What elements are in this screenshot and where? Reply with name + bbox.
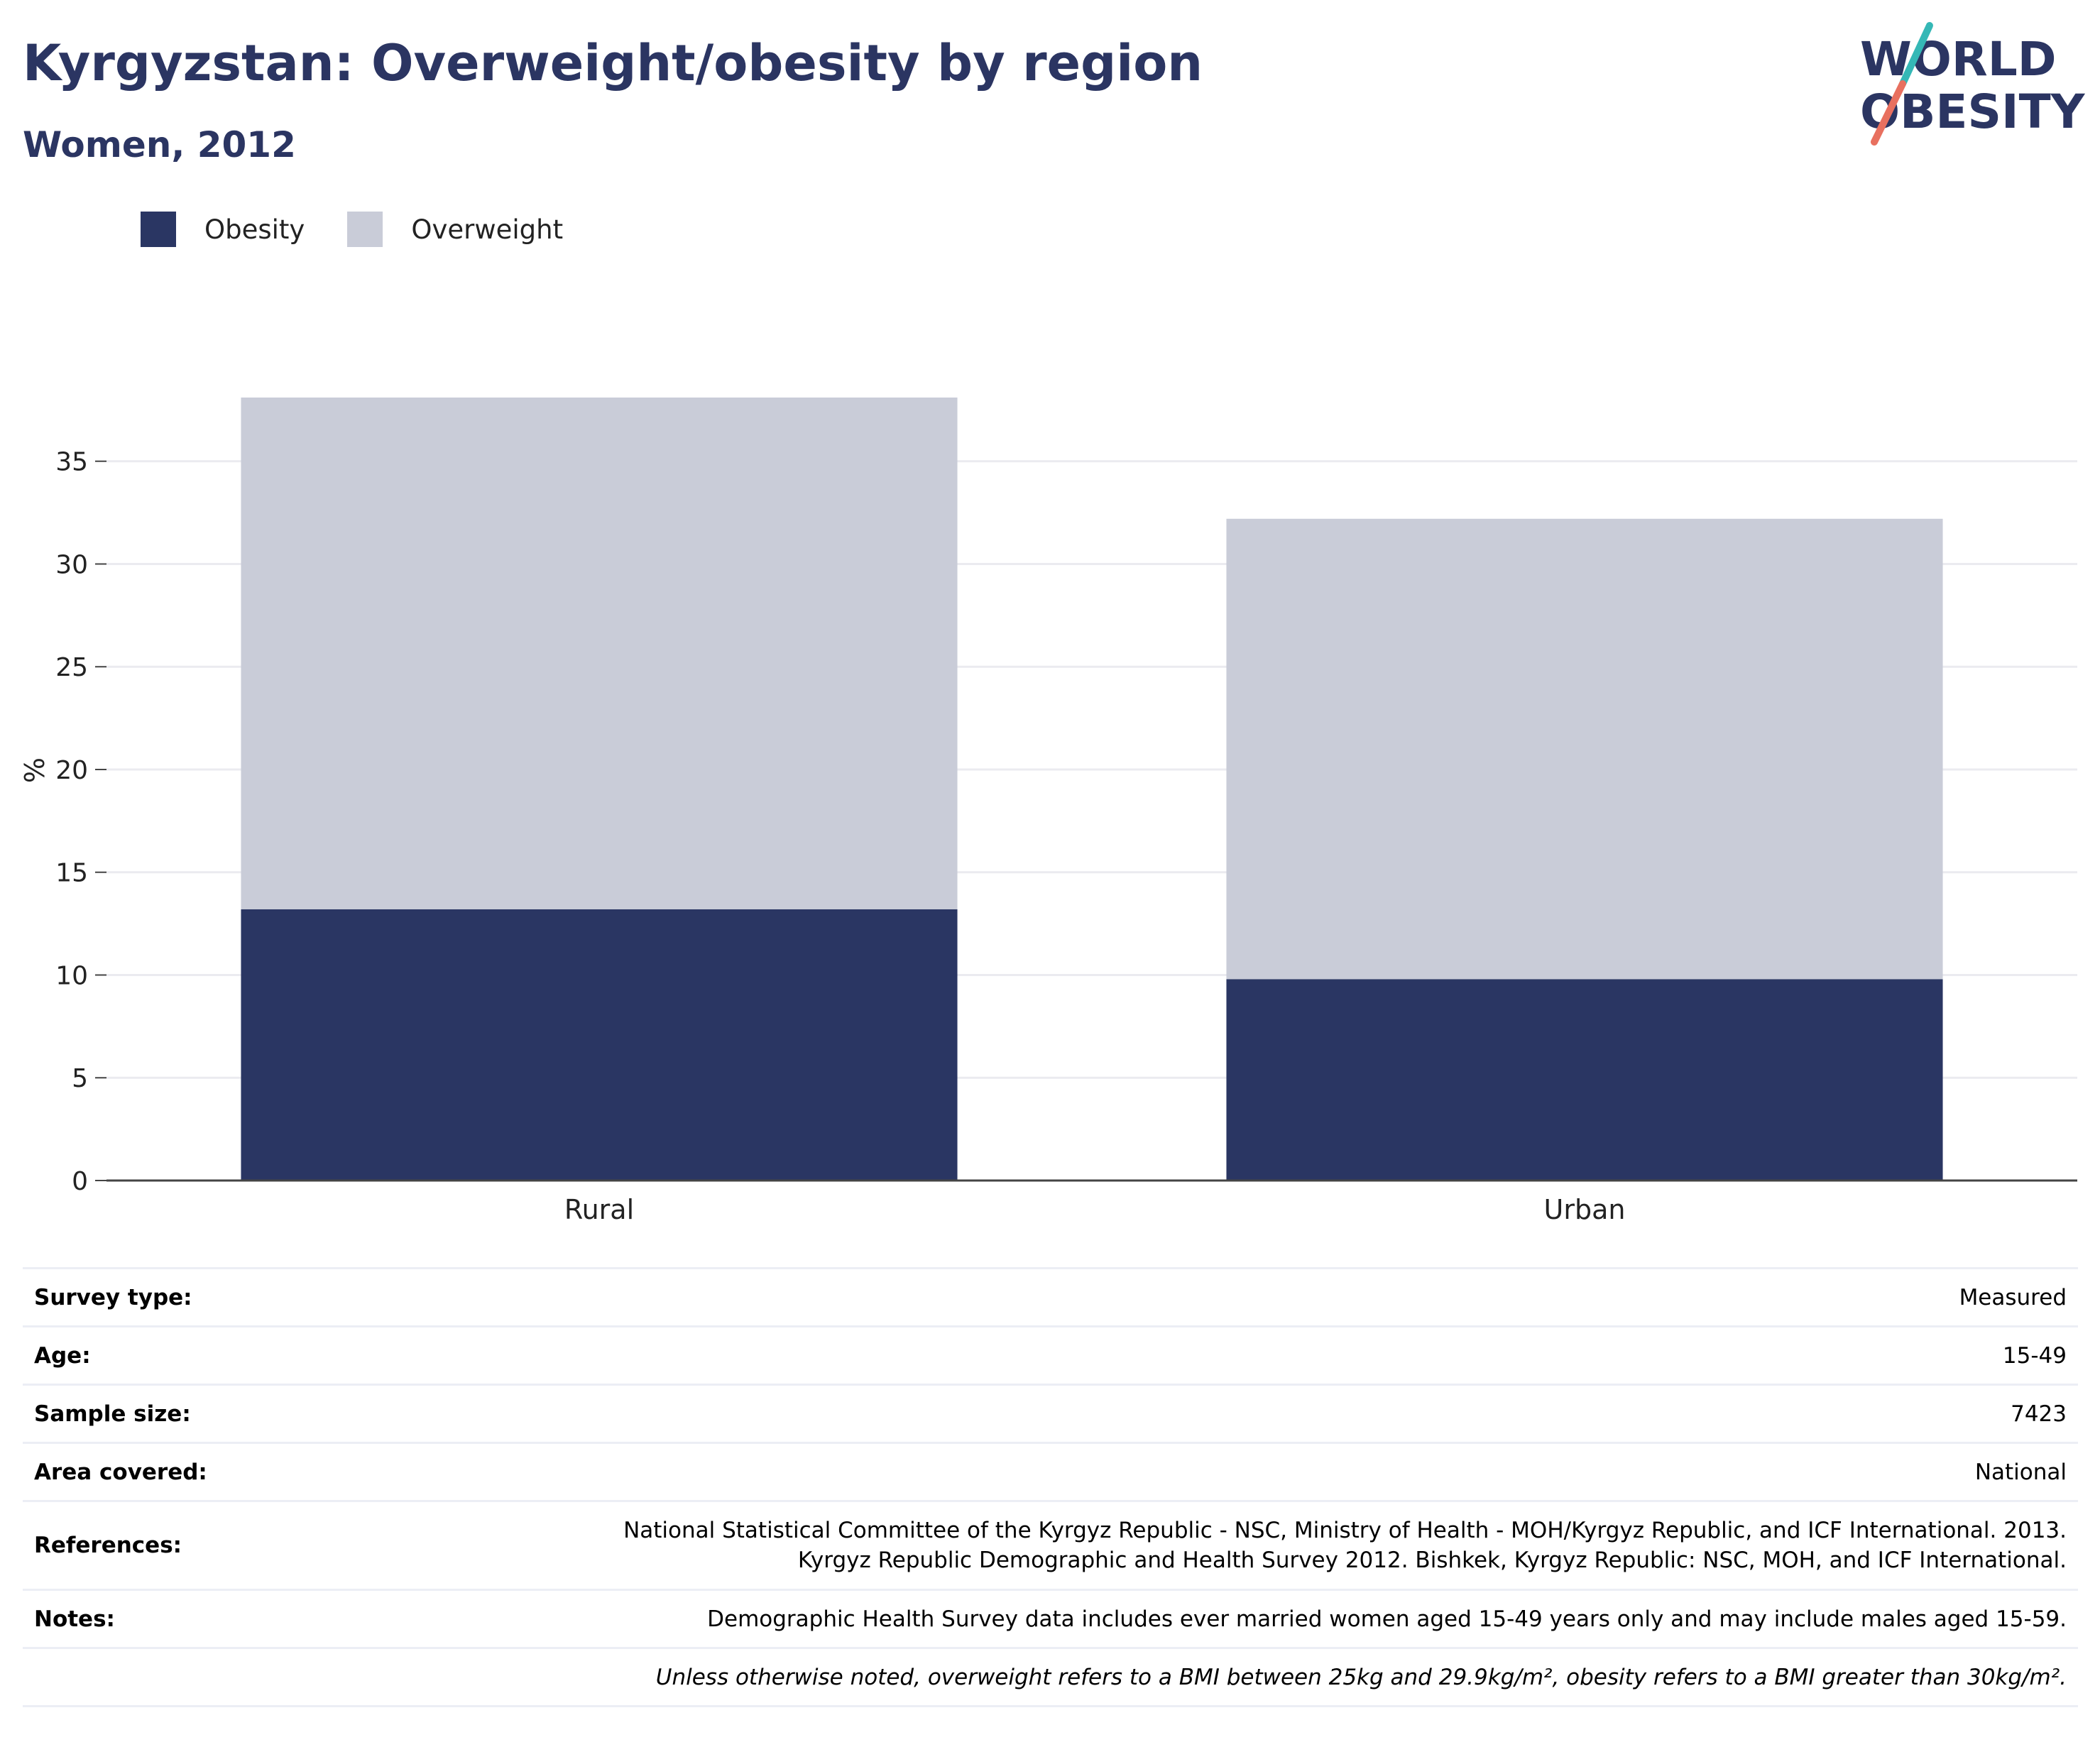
info-row: Area covered: National <box>23 1442 2078 1501</box>
chart-bars <box>241 398 1943 1181</box>
bar-obesity-urban[interactable] <box>1226 979 1943 1181</box>
chart-legend: Obesity Overweight <box>141 210 606 248</box>
info-value: 15-49 <box>471 1325 2078 1385</box>
info-key: References: <box>23 1500 471 1590</box>
y-tick-label: 30 <box>55 550 88 579</box>
page-subtitle: Women, 2012 <box>23 124 296 165</box>
legend-item-obesity[interactable]: Obesity <box>141 212 305 247</box>
page-title: Kyrgyzstan: Overweight/obesity by region <box>23 34 1203 92</box>
y-tick-label: 15 <box>55 859 88 888</box>
x-tick-label: Urban <box>1544 1194 1626 1221</box>
y-tick-label: 25 <box>55 653 88 682</box>
info-value: Measured <box>471 1267 2078 1327</box>
info-row: Notes: Demographic Health Survey data inc… <box>23 1589 2078 1648</box>
info-key: Area covered: <box>23 1442 471 1501</box>
survey-info-table: Survey type: Measured Age: 15-49 Sample size… <box>23 1267 2078 1707</box>
info-value-line: Kyrgyz Republic Demographic and Health S… <box>797 1548 2067 1573</box>
info-value-line: Measured <box>1959 1284 2067 1310</box>
info-row: Survey type: Measured <box>23 1267 2078 1327</box>
info-row: Sample size: 7423 <box>23 1384 2078 1443</box>
y-tick-label: 35 <box>55 448 88 477</box>
info-key: Age: <box>23 1325 471 1385</box>
x-tick-label: Rural <box>564 1194 634 1221</box>
bar-overweight-rural[interactable] <box>241 398 958 909</box>
legend-item-overweight[interactable]: Overweight <box>347 212 563 247</box>
bar-obesity-rural[interactable] <box>241 909 958 1181</box>
logo-slash-teal <box>1899 22 1933 87</box>
bmi-footnote: Unless otherwise noted, overweight refer… <box>23 1647 2078 1707</box>
info-value: National Statistical Committee of the Ky… <box>471 1500 2078 1590</box>
info-row: References: National Statistical Committe… <box>23 1500 2078 1590</box>
logo-slash-coral <box>1871 80 1906 146</box>
legend-swatch-obesity <box>141 212 176 247</box>
info-value-line: Demographic Health Survey data includes … <box>707 1606 2067 1632</box>
y-tick-label: 10 <box>55 961 88 990</box>
info-key: Sample size: <box>23 1384 471 1443</box>
world-obesity-logo: WORLD OBESITY <box>1860 22 2086 146</box>
info-key: Survey type: <box>23 1267 471 1327</box>
bar-overweight-urban[interactable] <box>1226 518 1943 980</box>
info-value: Demographic Health Survey data includes … <box>471 1589 2078 1648</box>
logo-line1: WORLD <box>1860 32 2057 87</box>
info-value-line: National Statistical Committee of the Ky… <box>623 1518 2067 1543</box>
legend-label-obesity: Obesity <box>204 214 305 245</box>
x-axis-ticks: Rural Urban <box>564 1194 1626 1221</box>
info-value: 7423 <box>471 1384 2078 1443</box>
y-axis-ticks: 0 5 10 15 20 25 30 35 <box>55 448 106 1196</box>
info-value-line: 15-49 <box>2002 1342 2067 1369</box>
info-value-line: 7423 <box>2011 1401 2067 1427</box>
info-row: Age: 15-49 <box>23 1325 2078 1385</box>
legend-label-overweight: Overweight <box>411 214 564 245</box>
y-tick-label: 0 <box>72 1167 88 1196</box>
y-axis-label: % <box>19 757 50 783</box>
y-tick-label: 5 <box>72 1064 88 1093</box>
info-value-line: National <box>1974 1459 2067 1485</box>
logo-line2: OBESITY <box>1860 84 2086 139</box>
info-key: Notes: <box>23 1589 471 1648</box>
y-tick-label: 20 <box>55 756 88 785</box>
info-footnote-row: Unless otherwise noted, overweight refer… <box>23 1647 2078 1707</box>
stacked-bar-chart: 0 5 10 15 20 25 30 35 Rural Urban % <box>19 398 2077 1221</box>
legend-swatch-overweight <box>347 212 383 247</box>
info-value: National <box>471 1442 2078 1501</box>
